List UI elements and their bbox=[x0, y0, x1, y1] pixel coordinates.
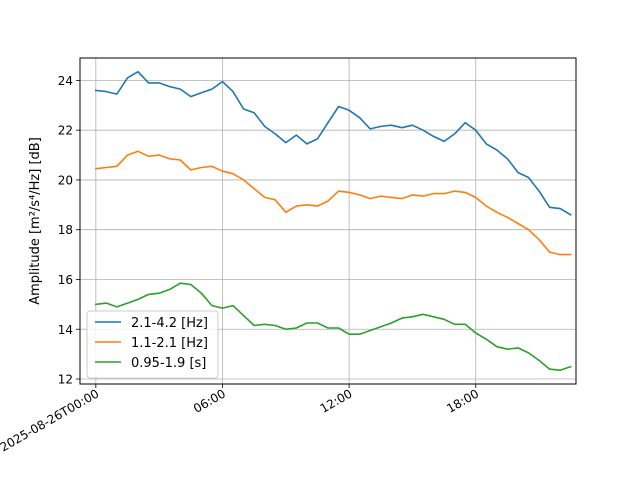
y-tick-label: 22 bbox=[58, 124, 73, 138]
legend: 2.1-4.2 [Hz] 1.1-2.1 [Hz] 0.95-1.9 [s] bbox=[86, 310, 219, 379]
x-tick-label: 18:00 bbox=[444, 386, 481, 415]
y-tick-label: 14 bbox=[58, 323, 73, 337]
series-line bbox=[94, 150, 572, 256]
data-series bbox=[94, 70, 572, 372]
legend-label: 1.1-2.1 [Hz] bbox=[131, 336, 208, 351]
x-tick-label: 06:00 bbox=[191, 386, 228, 415]
x-axis-ticks: 2025-08-26T00:00 06:00 12:00 18:00 bbox=[0, 384, 481, 454]
y-tick-label: 16 bbox=[58, 273, 73, 287]
y-axis-ticks: 12 14 16 18 20 22 24 bbox=[58, 74, 80, 387]
plot-area-frame bbox=[79, 57, 577, 385]
series-line bbox=[94, 70, 572, 216]
y-tick-label: 18 bbox=[58, 223, 73, 237]
y-tick-label: 12 bbox=[58, 373, 73, 387]
series-line bbox=[94, 282, 572, 372]
y-tick-label: 24 bbox=[58, 74, 73, 88]
x-tick-label: 2025-08-26T00:00 bbox=[0, 386, 101, 454]
legend-label: 2.1-4.2 [Hz] bbox=[131, 316, 208, 331]
y-axis-label: Amplitude [m²/s⁴/Hz] [dB] bbox=[28, 137, 43, 305]
y-tick-label: 20 bbox=[58, 173, 73, 187]
legend-label: 0.95-1.9 [s] bbox=[131, 356, 206, 371]
x-tick-label: 12:00 bbox=[318, 386, 355, 415]
